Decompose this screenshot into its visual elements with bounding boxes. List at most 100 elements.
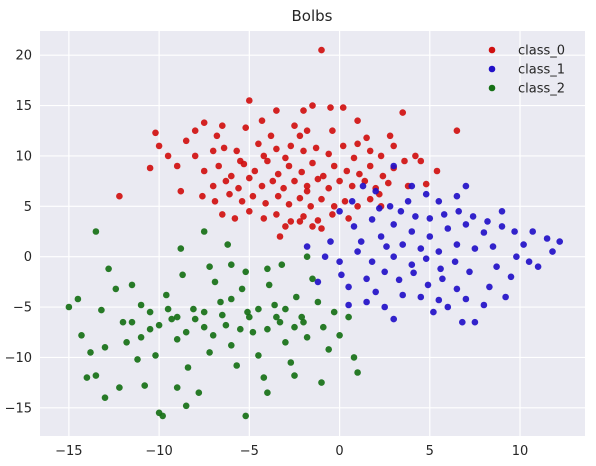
y-tick-label: −15 xyxy=(5,401,32,416)
data-point xyxy=(368,216,376,223)
data-point xyxy=(285,201,293,208)
data-point xyxy=(215,162,222,170)
data-point xyxy=(381,303,389,311)
data-point xyxy=(228,295,235,303)
data-point xyxy=(291,122,298,129)
data-point xyxy=(511,228,518,235)
data-point xyxy=(246,97,253,104)
data-point xyxy=(462,182,470,190)
data-point xyxy=(168,315,175,323)
data-point xyxy=(264,325,271,333)
y-tick-label: 0 xyxy=(24,250,32,265)
data-point xyxy=(182,402,190,410)
data-point xyxy=(439,275,446,283)
data-point xyxy=(350,154,358,162)
data-point xyxy=(291,372,298,379)
data-point xyxy=(276,318,284,326)
data-point xyxy=(498,208,506,215)
data-point xyxy=(471,318,479,326)
data-point xyxy=(228,261,235,269)
series-class_2 xyxy=(65,228,361,420)
data-point xyxy=(191,315,199,323)
x-tick-labels: −15 −10 −5 0 5 10 xyxy=(55,444,528,459)
data-point xyxy=(137,301,145,309)
data-point xyxy=(354,248,361,255)
data-point xyxy=(98,306,105,314)
data-point xyxy=(233,147,240,155)
chart-title: Bolbs xyxy=(292,7,333,25)
data-point xyxy=(249,328,257,336)
data-point xyxy=(469,213,477,220)
data-point xyxy=(471,245,479,252)
data-point xyxy=(291,323,298,331)
data-point xyxy=(525,258,533,266)
data-point xyxy=(372,187,380,195)
legend-marker xyxy=(488,65,496,73)
data-point xyxy=(293,293,300,301)
data-point xyxy=(152,352,159,359)
legend-label: class_0 xyxy=(518,44,565,59)
data-point xyxy=(199,192,206,200)
data-point xyxy=(300,107,307,114)
data-point xyxy=(320,172,327,180)
data-point xyxy=(330,203,338,210)
data-point xyxy=(318,195,325,203)
data-point xyxy=(242,268,249,276)
data-point xyxy=(273,313,280,321)
data-point xyxy=(274,192,282,200)
data-point xyxy=(325,346,333,353)
data-point xyxy=(433,167,441,175)
data-point xyxy=(274,170,282,178)
data-point xyxy=(146,164,154,172)
data-point xyxy=(222,177,230,185)
plot-area xyxy=(40,31,585,436)
data-point xyxy=(325,184,333,192)
data-point xyxy=(507,273,515,281)
data-point xyxy=(179,271,186,279)
data-point xyxy=(451,258,459,266)
data-point xyxy=(303,334,311,341)
data-point xyxy=(242,124,249,131)
data-point xyxy=(141,382,148,389)
data-point xyxy=(300,318,307,326)
data-point xyxy=(269,177,277,185)
x-tick-label: 0 xyxy=(335,444,343,459)
data-point xyxy=(440,211,448,218)
data-point xyxy=(211,278,219,286)
data-point xyxy=(233,362,240,369)
data-point xyxy=(486,283,493,291)
data-point xyxy=(363,298,370,306)
data-point xyxy=(339,104,347,111)
data-point xyxy=(359,182,367,190)
data-point xyxy=(377,152,385,160)
data-point xyxy=(412,213,419,220)
data-point xyxy=(273,145,280,153)
data-point xyxy=(366,147,374,155)
data-point xyxy=(408,228,416,235)
data-point xyxy=(390,315,398,323)
data-point xyxy=(242,412,249,420)
x-tick-label: −5 xyxy=(240,444,259,459)
data-point xyxy=(296,194,304,202)
data-point xyxy=(173,336,181,343)
data-point xyxy=(314,175,322,183)
data-point xyxy=(480,301,488,309)
data-point xyxy=(422,190,430,198)
y-tick-label: −10 xyxy=(5,351,32,366)
data-point xyxy=(87,349,94,356)
data-point xyxy=(249,192,257,200)
data-point xyxy=(92,228,100,235)
data-point xyxy=(386,132,394,140)
data-point xyxy=(246,313,253,321)
data-point xyxy=(177,245,185,252)
data-point xyxy=(320,323,327,331)
data-point xyxy=(206,263,213,271)
data-point xyxy=(92,372,100,379)
data-point xyxy=(426,215,434,222)
data-point xyxy=(318,46,325,54)
data-point xyxy=(401,157,408,165)
data-point xyxy=(354,117,361,124)
data-point xyxy=(455,208,463,215)
data-point xyxy=(327,104,334,111)
data-point xyxy=(238,285,246,293)
